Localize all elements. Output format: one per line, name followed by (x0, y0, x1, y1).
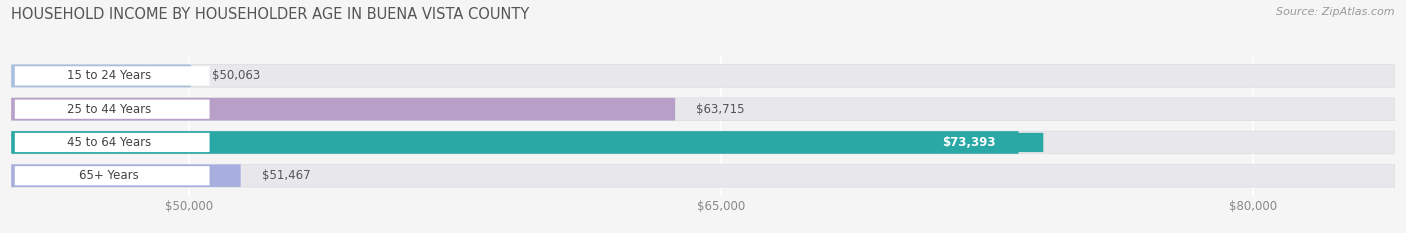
FancyBboxPatch shape (15, 66, 209, 86)
Text: 45 to 64 Years: 45 to 64 Years (66, 136, 150, 149)
FancyBboxPatch shape (11, 164, 1395, 187)
FancyBboxPatch shape (11, 98, 1395, 120)
FancyBboxPatch shape (11, 164, 240, 187)
Text: $63,715: $63,715 (696, 103, 745, 116)
Text: Source: ZipAtlas.com: Source: ZipAtlas.com (1277, 7, 1395, 17)
Text: 25 to 44 Years: 25 to 44 Years (66, 103, 150, 116)
FancyBboxPatch shape (11, 131, 1395, 154)
Text: $73,393: $73,393 (942, 136, 995, 149)
FancyBboxPatch shape (15, 166, 209, 185)
Text: $50,063: $50,063 (212, 69, 260, 82)
FancyBboxPatch shape (11, 131, 1018, 154)
FancyBboxPatch shape (11, 65, 191, 87)
FancyBboxPatch shape (11, 65, 1395, 87)
FancyBboxPatch shape (894, 133, 1043, 152)
Text: HOUSEHOLD INCOME BY HOUSEHOLDER AGE IN BUENA VISTA COUNTY: HOUSEHOLD INCOME BY HOUSEHOLDER AGE IN B… (11, 7, 530, 22)
Text: $51,467: $51,467 (262, 169, 311, 182)
FancyBboxPatch shape (11, 98, 675, 120)
FancyBboxPatch shape (15, 99, 209, 119)
Text: 65+ Years: 65+ Years (79, 169, 139, 182)
FancyBboxPatch shape (15, 133, 209, 152)
Text: 15 to 24 Years: 15 to 24 Years (66, 69, 150, 82)
